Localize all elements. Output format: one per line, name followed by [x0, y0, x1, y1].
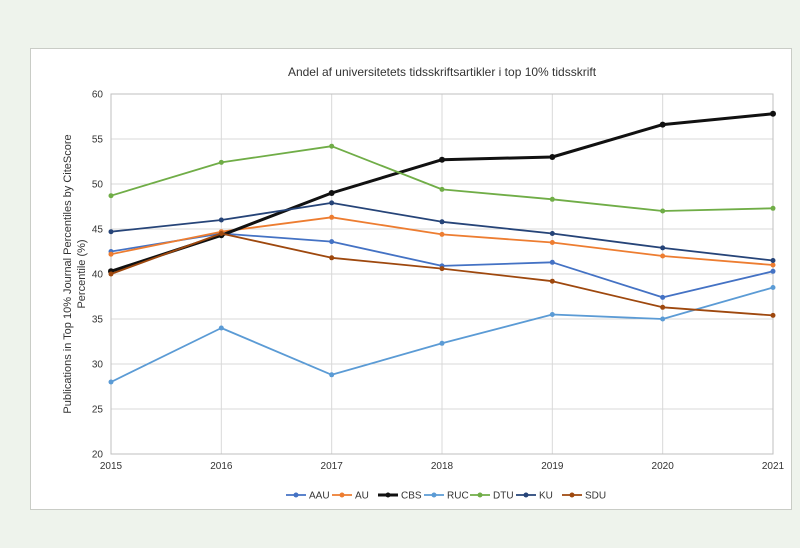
- data-point-ku: [439, 219, 445, 225]
- legend-label: AU: [355, 491, 369, 502]
- data-point-sdu: [329, 255, 335, 261]
- data-point-cbs: [328, 190, 335, 196]
- data-point-ruc: [439, 340, 445, 346]
- data-point-ruc: [108, 379, 114, 385]
- data-point-au: [770, 262, 776, 268]
- data-point-ku: [549, 231, 555, 236]
- data-point-dtu: [329, 143, 335, 149]
- x-tick-label: 2020: [652, 461, 675, 472]
- legend: AAU AU CBS RUC DTU KU SDU: [286, 491, 606, 502]
- legend-item-cbs: CBS: [378, 491, 422, 502]
- data-point-aau: [660, 294, 666, 300]
- x-tick-label: 2017: [321, 461, 344, 472]
- data-point-cbs: [549, 154, 556, 160]
- data-point-dtu: [108, 193, 114, 199]
- data-point-ruc: [660, 316, 666, 322]
- data-point-ruc: [549, 312, 555, 317]
- data-point-dtu: [218, 159, 224, 165]
- data-point-dtu: [770, 205, 776, 211]
- data-point-ku: [218, 217, 224, 223]
- chart-card: Andel af universitetets tidsskriftsartik…: [30, 48, 792, 510]
- y-tick-label: 20: [92, 450, 104, 461]
- y-tick-label: 60: [92, 90, 104, 101]
- legend-marker: [431, 492, 437, 498]
- data-point-ruc: [770, 285, 776, 290]
- legend-marker: [293, 492, 299, 498]
- legend-marker: [569, 492, 575, 498]
- legend-item-au: AU: [332, 491, 369, 502]
- legend-label: DTU: [493, 491, 514, 502]
- y-tick-label: 40: [92, 270, 104, 281]
- legend-item-sdu: SDU: [562, 491, 606, 502]
- y-tick-label: 50: [92, 180, 104, 191]
- legend-label: SDU: [585, 491, 606, 502]
- data-point-ruc: [218, 325, 224, 331]
- data-point-aau: [329, 239, 335, 245]
- data-point-sdu: [660, 304, 666, 310]
- x-tick-label: 2018: [431, 461, 454, 472]
- data-point-sdu: [439, 266, 445, 272]
- data-point-ku: [770, 258, 776, 263]
- data-point-aau: [770, 268, 776, 274]
- data-point-ku: [329, 200, 335, 206]
- data-point-dtu: [439, 186, 445, 192]
- legend-marker: [477, 492, 483, 498]
- series-layer: [108, 110, 776, 385]
- data-point-au: [549, 240, 555, 245]
- data-point-sdu: [770, 312, 776, 318]
- legend-item-ruc: RUC: [424, 491, 469, 502]
- data-point-cbs: [439, 156, 445, 163]
- series-ruc: [108, 285, 776, 385]
- y-tick-label: 25: [92, 405, 104, 416]
- legend-marker: [523, 492, 529, 498]
- y-axis-title: Publications in Top 10% Journal Percenti…: [62, 134, 88, 413]
- y-tick-label: 45: [92, 225, 104, 236]
- data-point-sdu: [549, 278, 555, 284]
- series-dtu: [108, 143, 776, 214]
- data-point-sdu: [218, 231, 224, 236]
- data-point-ku: [660, 245, 666, 251]
- data-point-au: [439, 231, 445, 237]
- legend-item-ku: KU: [516, 491, 553, 502]
- data-point-aau: [549, 259, 555, 265]
- data-point-ruc: [329, 372, 335, 378]
- data-point-au: [108, 251, 114, 257]
- legend-item-aau: AAU: [286, 491, 330, 502]
- data-point-cbs: [659, 121, 666, 128]
- data-point-cbs: [770, 110, 776, 117]
- data-point-dtu: [660, 208, 666, 214]
- grid-lines: [110, 93, 774, 455]
- x-tick-label: 2019: [541, 461, 564, 472]
- axes: 20 25 30 35 40 45 50 55 60 2015 2016 2017 2018 2019 20…: [92, 90, 785, 473]
- y-tick-label: 30: [92, 360, 104, 371]
- legend-marker: [385, 492, 391, 498]
- data-point-ku: [108, 229, 114, 235]
- data-point-sdu: [108, 271, 114, 277]
- data-point-dtu: [549, 196, 555, 202]
- x-tick-label: 2015: [100, 461, 123, 472]
- data-point-au: [329, 214, 335, 220]
- legend-label: AAU: [309, 491, 330, 502]
- line-chart: Andel af universitetets tidsskriftsartik…: [62, 65, 785, 502]
- y-tick-label: 55: [92, 135, 104, 146]
- data-point-au: [660, 253, 666, 259]
- legend-label: KU: [539, 491, 553, 502]
- x-tick-label: 2021: [762, 461, 785, 472]
- chart-title: Andel af universitetets tidsskriftsartik…: [288, 65, 597, 79]
- y-tick-label: 35: [92, 315, 104, 326]
- series-sdu: [108, 231, 776, 318]
- legend-label: CBS: [401, 491, 422, 502]
- legend-label: RUC: [447, 491, 469, 502]
- legend-item-dtu: DTU: [470, 491, 514, 502]
- x-tick-label: 2016: [210, 461, 233, 472]
- legend-marker: [339, 492, 345, 498]
- series-ku: [108, 200, 776, 263]
